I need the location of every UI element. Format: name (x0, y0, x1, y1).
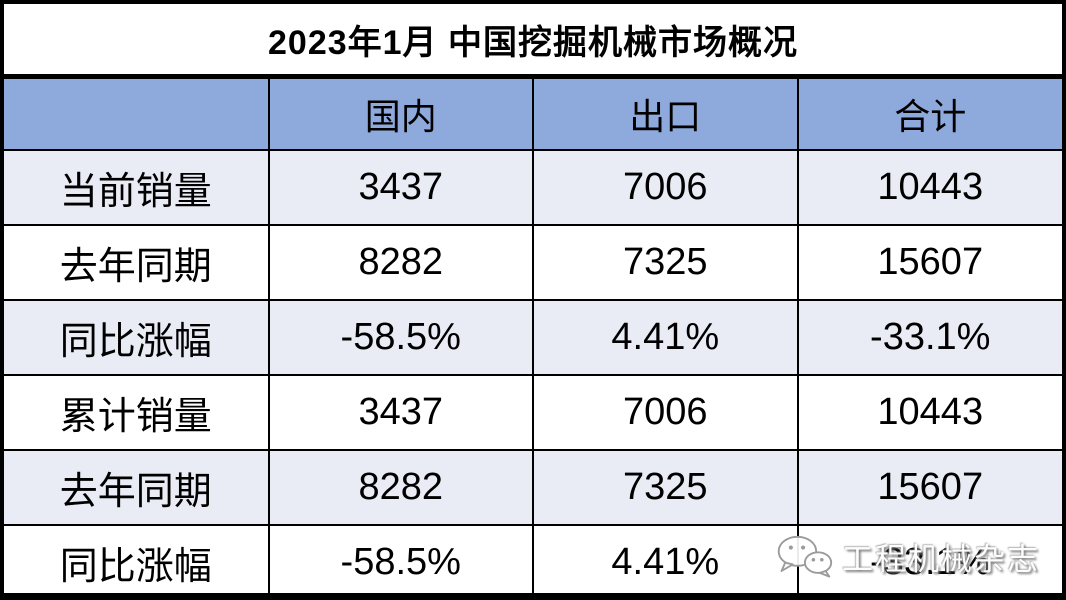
table-row: 当前销量 3437 7006 10443 (4, 149, 1062, 226)
export-cell: 7006 (532, 374, 799, 451)
row-label-cell: 当前销量 (4, 149, 270, 226)
domestic-cell: 3437 (267, 374, 534, 451)
table-body: 当前销量 3437 7006 10443 去年同期 8282 7325 1560… (4, 149, 1062, 593)
header-row: 国内 出口 合计 (4, 77, 1062, 151)
total-cell: 10443 (796, 374, 1062, 451)
export-cell: 7006 (532, 149, 799, 226)
total-cell: 15607 (796, 224, 1062, 301)
row-label-cell: 去年同期 (4, 224, 270, 301)
row-label-cell: 去年同期 (4, 449, 270, 526)
table-row: 去年同期 8282 7325 15607 (4, 449, 1062, 526)
total-cell: 10443 (796, 149, 1062, 226)
table-row: 同比涨幅 -58.5% 4.41% -33.1% (4, 299, 1062, 376)
col-header-export: 出口 (532, 77, 799, 151)
export-cell: 4.41% (532, 524, 799, 593)
domestic-cell: -58.5% (267, 299, 534, 376)
export-cell: 7325 (532, 224, 799, 301)
domestic-cell: -58.5% (267, 524, 534, 593)
domestic-cell: 3437 (267, 149, 534, 226)
domestic-cell: 8282 (267, 224, 534, 301)
row-label-cell: 累计销量 (4, 374, 270, 451)
table-row: 同比涨幅 -58.5% 4.41% -33.1% (4, 524, 1062, 593)
total-cell: -33.1% (796, 524, 1062, 593)
total-cell: -33.1% (796, 299, 1062, 376)
table-row: 累计销量 3437 7006 10443 (4, 374, 1062, 451)
market-overview-table: 国内 出口 合计 当前销量 3437 7006 10443 去年同期 8282 … (4, 77, 1062, 593)
col-header-blank (4, 77, 270, 151)
col-header-total: 合计 (796, 77, 1062, 151)
col-header-domestic: 国内 (267, 77, 534, 151)
export-cell: 4.41% (532, 299, 799, 376)
page-title: 2023年1月 中国挖掘机械市场概况 (4, 4, 1062, 77)
total-cell: 15607 (796, 449, 1062, 526)
table-row: 去年同期 8282 7325 15607 (4, 224, 1062, 301)
row-label-cell: 同比涨幅 (4, 299, 270, 376)
export-cell: 7325 (532, 449, 799, 526)
row-label-cell: 同比涨幅 (4, 524, 270, 593)
domestic-cell: 8282 (267, 449, 534, 526)
